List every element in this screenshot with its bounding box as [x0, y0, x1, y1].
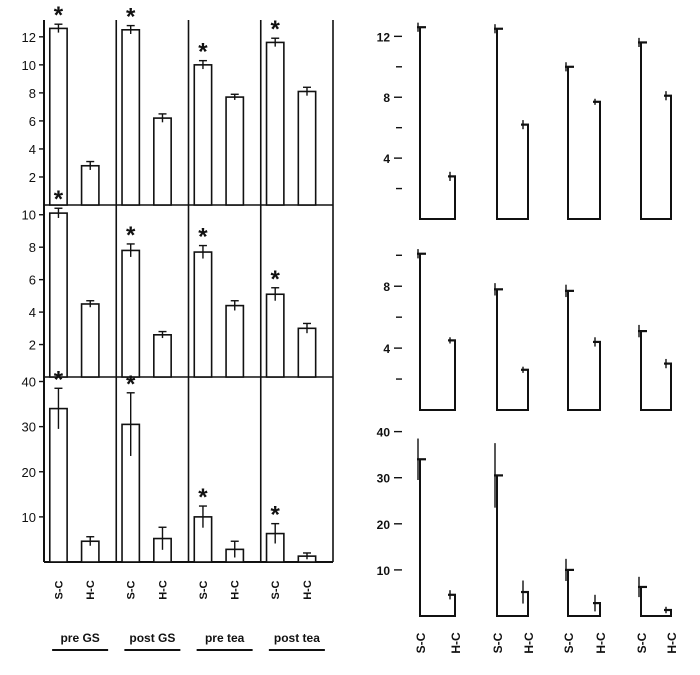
significance-asterisk: * — [198, 224, 208, 251]
bar-s-c — [265, 293, 285, 378]
y-tick-label: 30 — [22, 420, 36, 435]
y-tick-label: 10 — [22, 58, 36, 73]
group-label: post tea — [274, 631, 320, 645]
x-tick-label: H-C — [449, 632, 463, 654]
bar-s-c — [48, 212, 68, 378]
significance-asterisk: * — [271, 502, 281, 529]
y-tick-label: 10 — [22, 208, 36, 223]
y-tick-label: 4 — [29, 142, 36, 157]
y-tick-label: 12 — [377, 30, 391, 44]
y-tick-label: 2 — [29, 170, 36, 185]
bar-outline — [640, 331, 672, 411]
group-label: post GS — [129, 631, 175, 645]
bar-h-c — [297, 327, 317, 378]
group-label: pre tea — [205, 631, 245, 645]
x-tick-label: H-C — [665, 632, 679, 654]
bar-s-c — [193, 64, 213, 206]
bar-h-c — [225, 96, 245, 206]
x-tick-label: H-C — [594, 632, 608, 654]
x-tick-label: H-C — [85, 580, 97, 600]
bar-outline — [496, 289, 529, 411]
y-tick-label: 10 — [22, 510, 36, 525]
bar-outline — [640, 586, 672, 617]
bar-outline — [640, 42, 672, 220]
bar-outline — [567, 290, 601, 411]
x-tick-label: H-C — [522, 632, 536, 654]
y-tick-label: 8 — [383, 91, 390, 105]
bar-h-c — [153, 117, 172, 206]
y-tick-label: 6 — [29, 114, 36, 129]
bar-h-c — [153, 334, 172, 378]
y-tick-label: 30 — [377, 472, 391, 486]
bar-outline — [496, 475, 529, 617]
bar-outline — [419, 253, 456, 411]
x-tick-label: S-C — [562, 632, 576, 653]
x-tick-label: H-C — [230, 580, 242, 600]
y-tick-label: 4 — [383, 152, 390, 166]
bar-outline — [419, 459, 456, 617]
y-tick-label: 6 — [29, 273, 36, 288]
significance-asterisk: * — [198, 39, 208, 66]
x-tick-label: S-C — [270, 580, 282, 599]
y-tick-label: 8 — [29, 86, 36, 101]
x-tick-label: S-C — [198, 580, 210, 599]
significance-asterisk: * — [271, 266, 281, 293]
x-tick-label: S-C — [635, 632, 649, 653]
group-label: pre GS — [60, 631, 99, 645]
bar-s-c — [265, 41, 285, 206]
bar-s-c — [193, 251, 213, 378]
y-tick-label: 4 — [29, 305, 36, 320]
significance-asterisk: * — [126, 371, 136, 398]
x-tick-label: S-C — [491, 632, 505, 653]
y-tick-label: 2 — [29, 338, 36, 353]
bar-s-c — [121, 249, 141, 378]
bar-s-c — [121, 29, 141, 206]
y-tick-label: 40 — [22, 375, 36, 390]
y-tick-label: 12 — [22, 30, 36, 45]
significance-asterisk: * — [54, 366, 64, 393]
bar-h-c — [225, 304, 245, 378]
y-tick-label: 4 — [383, 342, 390, 356]
significance-asterisk: * — [271, 16, 281, 43]
bar-outline — [496, 28, 529, 220]
x-tick-label: H-C — [157, 580, 169, 600]
significance-asterisk: * — [54, 2, 64, 29]
bar-h-c — [80, 303, 100, 378]
bar-outline — [567, 66, 601, 220]
bar-h-c — [297, 90, 317, 206]
x-tick-label: S-C — [53, 580, 65, 599]
x-tick-label: S-C — [126, 580, 138, 599]
bar-outline — [419, 27, 456, 220]
significance-asterisk: * — [198, 484, 208, 511]
y-tick-label: 20 — [22, 465, 36, 480]
y-tick-label: 40 — [377, 426, 391, 440]
significance-asterisk: * — [54, 186, 64, 213]
bar-h-c — [80, 164, 100, 206]
y-tick-label: 10 — [377, 564, 391, 578]
y-tick-label: 8 — [29, 240, 36, 255]
significance-asterisk: * — [126, 4, 136, 31]
significance-asterisk: * — [126, 222, 136, 249]
y-tick-label: 8 — [383, 280, 390, 294]
bar-s-c — [48, 407, 68, 563]
x-tick-label: H-C — [302, 580, 314, 600]
y-tick-label: 20 — [377, 518, 391, 532]
x-tick-label: S-C — [414, 632, 428, 653]
bar-outline — [567, 569, 601, 617]
bar-s-c — [48, 27, 68, 206]
